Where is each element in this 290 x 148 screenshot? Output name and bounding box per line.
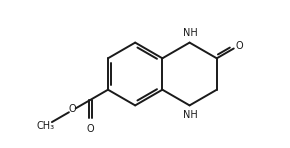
Text: NH: NH — [183, 110, 198, 120]
Text: CH₃: CH₃ — [36, 121, 54, 131]
Text: NH: NH — [183, 28, 198, 38]
Text: O: O — [87, 124, 95, 134]
Text: O: O — [235, 41, 243, 51]
Text: O: O — [68, 104, 76, 114]
